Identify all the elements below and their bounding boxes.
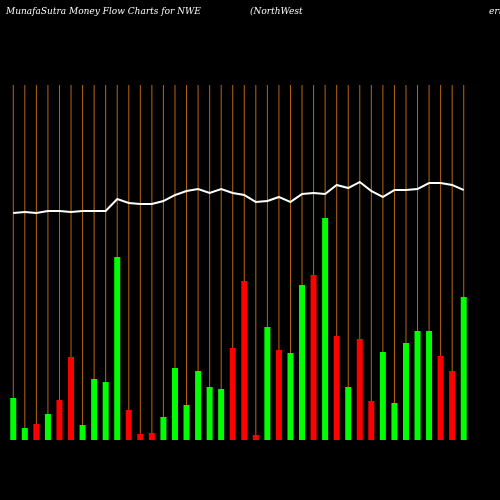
bar bbox=[148, 433, 155, 440]
bar bbox=[379, 352, 386, 440]
bar bbox=[310, 275, 317, 440]
bar bbox=[91, 379, 98, 440]
bar bbox=[391, 403, 398, 440]
bar bbox=[287, 353, 294, 440]
bar bbox=[333, 336, 340, 440]
bar bbox=[345, 387, 352, 440]
chart-title: MunafaSutra Money Flow Charts for NWE bbox=[5, 7, 201, 17]
bar bbox=[299, 285, 306, 440]
bar bbox=[137, 434, 144, 440]
bar bbox=[241, 281, 248, 440]
chart-subtitle-end: ern bbox=[489, 7, 500, 17]
bar bbox=[44, 414, 51, 440]
bar bbox=[460, 297, 467, 440]
bar bbox=[322, 218, 329, 440]
bar bbox=[252, 435, 259, 440]
bar bbox=[449, 371, 456, 440]
bar bbox=[356, 339, 363, 440]
bar bbox=[114, 257, 121, 440]
bar bbox=[68, 357, 75, 440]
bar bbox=[160, 417, 167, 440]
bar bbox=[229, 348, 236, 440]
bar bbox=[33, 424, 40, 440]
bar bbox=[102, 382, 109, 440]
bar bbox=[195, 371, 202, 440]
bar bbox=[275, 350, 282, 440]
bar bbox=[264, 327, 271, 440]
bar bbox=[21, 428, 28, 440]
bar bbox=[437, 356, 444, 440]
bar bbox=[402, 343, 409, 440]
chart-subtitle: (NorthWest bbox=[250, 6, 303, 17]
bar bbox=[206, 387, 213, 440]
bar bbox=[56, 400, 63, 440]
bar bbox=[10, 398, 17, 440]
bar bbox=[171, 368, 178, 440]
bar bbox=[368, 401, 375, 440]
bar bbox=[414, 331, 421, 440]
bar bbox=[218, 389, 225, 440]
bar bbox=[183, 405, 190, 440]
bar bbox=[79, 425, 86, 440]
money-flow-line bbox=[13, 180, 465, 215]
bar bbox=[125, 410, 132, 440]
bar bbox=[426, 331, 433, 440]
